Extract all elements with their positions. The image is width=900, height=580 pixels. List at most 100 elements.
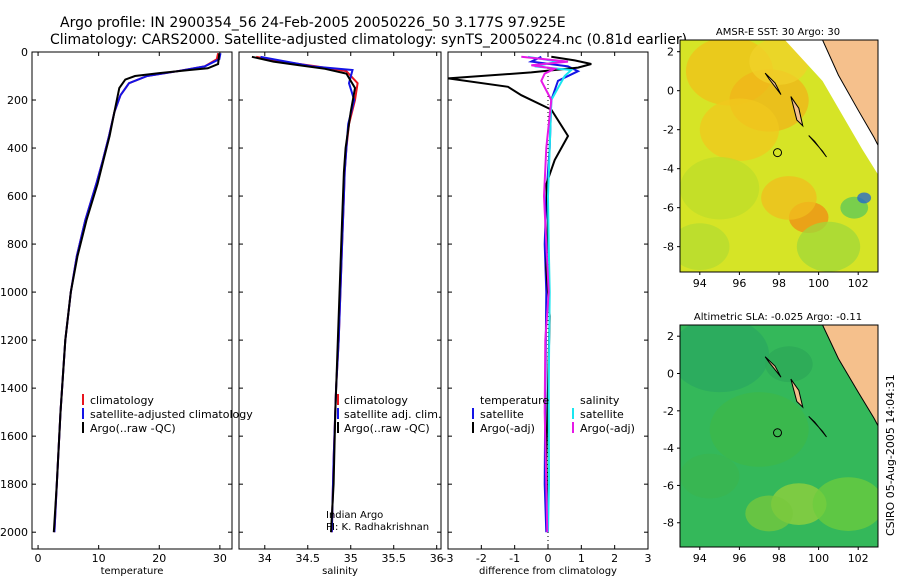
salinity-legend: climatology satellite adj. clim. Argo(..… bbox=[326, 394, 441, 533]
map-x-tick-label: 94 bbox=[693, 552, 707, 565]
y-tick-label: 400 bbox=[7, 142, 28, 155]
sla-field-patch bbox=[812, 477, 878, 531]
legend-label-satellite-adj: satellite adj. clim. bbox=[344, 408, 441, 421]
map-x-tick-label: 98 bbox=[772, 277, 786, 290]
legend-label-satellite-adjusted: satellite-adjusted climatology bbox=[90, 408, 253, 421]
y-tick-label: 1200 bbox=[0, 334, 28, 347]
y-tick-label: 1400 bbox=[0, 382, 28, 395]
legend-label-sal-satellite: satellite bbox=[580, 408, 624, 421]
series-line-argo-raw-qc bbox=[52, 53, 221, 533]
x-axis-label: salinity bbox=[322, 566, 358, 577]
x-tick-label: 36 bbox=[430, 552, 444, 565]
map-y-tick-label: 0 bbox=[667, 368, 674, 381]
island bbox=[808, 416, 827, 438]
difference-legend: temperature satellite Argo(-adj) salinit… bbox=[472, 394, 635, 435]
series-line-salinity-argo-adj bbox=[521, 55, 569, 533]
map-y-tick-label: -2 bbox=[663, 124, 674, 137]
island bbox=[764, 72, 782, 95]
x-tick-label: 35.5 bbox=[381, 552, 406, 565]
annotation-indian-argo: Indian Argo bbox=[326, 510, 383, 521]
sst-field-patch bbox=[796, 221, 861, 272]
sst-map: 94 96 98 100 102 2 0 -2 -4 -6 -8 bbox=[663, 39, 879, 290]
x-tick-label: 10 bbox=[92, 552, 106, 565]
map-y-tick-label: 2 bbox=[667, 46, 674, 59]
csiro-timestamp-label: CSIRO 05-Aug-2005 14:04:31 bbox=[884, 374, 897, 536]
sla-map-field bbox=[680, 325, 878, 547]
island bbox=[808, 135, 827, 158]
map-y-tick-label: 0 bbox=[667, 85, 674, 98]
map-x-tick-label: 94 bbox=[693, 277, 707, 290]
legend-label-climatology: climatology bbox=[344, 394, 408, 407]
map-x-tick-label: 100 bbox=[808, 277, 829, 290]
island bbox=[764, 356, 782, 378]
map-x-tick-label: 102 bbox=[848, 552, 869, 565]
y-tick-label: 2000 bbox=[0, 526, 28, 539]
map-y-tick-label: -6 bbox=[663, 479, 674, 492]
island bbox=[790, 378, 804, 409]
map-y-tick-label: -2 bbox=[663, 405, 674, 418]
x-tick-label: 3 bbox=[645, 552, 652, 565]
figure-title-line1: Argo profile: IN 2900354_56 24-Feb-2005 … bbox=[60, 15, 566, 31]
map-x-tick-label: 96 bbox=[732, 552, 746, 565]
x-axis-label: temperature bbox=[101, 566, 164, 577]
y-tick-label: 600 bbox=[7, 190, 28, 203]
y-tick-label: 800 bbox=[7, 238, 28, 251]
map-x-tick-label: 100 bbox=[808, 552, 829, 565]
sla-map-title: Altimetric SLA: -0.025 Argo: -0.11 bbox=[694, 312, 862, 323]
x-axis-label: difference from climatology bbox=[479, 566, 617, 577]
map-y-tick-label: -6 bbox=[663, 202, 674, 215]
x-tick-label: 0 bbox=[545, 552, 552, 565]
sla-field-patch bbox=[709, 392, 809, 467]
land-sumatra bbox=[822, 40, 878, 146]
legend-label-climatology: climatology bbox=[90, 394, 154, 407]
map-x-tick-label: 102 bbox=[848, 277, 869, 290]
sst-map-title: AMSR-E SST: 30 Argo: 30 bbox=[716, 27, 840, 38]
legend-title-salinity: salinity bbox=[580, 394, 620, 407]
temperature-plot-frame bbox=[31, 51, 233, 550]
sst-field-patch bbox=[857, 192, 872, 204]
sla-map: 94 96 98 100 102 2 0 -2 -4 -6 -8 bbox=[663, 324, 879, 565]
temperature-profile-panel: 0 10 20 30 temperature 0 200 400 600 800 1000 1200 1… bbox=[0, 46, 233, 577]
series-line-argo-raw-qc bbox=[251, 55, 357, 533]
map-y-tick-label: -4 bbox=[663, 442, 674, 455]
legend-label-temp-satellite: satellite bbox=[480, 408, 524, 421]
sla-field-patch bbox=[745, 495, 793, 532]
x-tick-label: 30 bbox=[213, 552, 227, 565]
sla-field-patch bbox=[680, 325, 770, 393]
legend-title-temperature: temperature bbox=[480, 394, 549, 407]
x-tick-label: 34 bbox=[258, 552, 272, 565]
map-y-tick-label: 2 bbox=[667, 330, 674, 343]
x-tick-label: -1 bbox=[509, 552, 520, 565]
land-sumatra bbox=[822, 325, 878, 426]
sst-field-patch bbox=[680, 223, 730, 271]
y-tick-label: 1800 bbox=[0, 478, 28, 491]
sla-field-patch bbox=[765, 346, 813, 383]
x-tick-label: 1 bbox=[578, 552, 585, 565]
temperature-legend: climatology satellite-adjusted climatolo… bbox=[82, 394, 253, 435]
sst-field-patch bbox=[761, 176, 817, 220]
legend-label-argo: Argo(..raw -QC) bbox=[90, 422, 176, 435]
argo-float-location-marker bbox=[773, 148, 783, 158]
x-tick-label: 34.5 bbox=[296, 552, 321, 565]
legend-label-temp-argo: Argo(-adj) bbox=[480, 422, 535, 435]
sst-field-patch bbox=[749, 40, 809, 85]
y-tick-label: 0 bbox=[21, 46, 28, 59]
argo-float-location-marker bbox=[773, 428, 783, 438]
map-y-tick-label: -8 bbox=[663, 241, 674, 254]
sla-field-patch bbox=[680, 453, 740, 499]
island bbox=[790, 96, 804, 128]
map-y-tick-label: -8 bbox=[663, 517, 674, 530]
map-x-tick-label: 96 bbox=[732, 277, 746, 290]
x-tick-label: -3 bbox=[443, 552, 454, 565]
legend-label-sal-argo: Argo(-adj) bbox=[580, 422, 635, 435]
y-tick-label: 1600 bbox=[0, 430, 28, 443]
legend-label-argo: Argo(..raw -QC) bbox=[344, 422, 430, 435]
x-tick-label: 2 bbox=[611, 552, 618, 565]
difference-profile-panel: -3 -2 -1 0 1 2 3 difference from climatology bbox=[443, 51, 652, 577]
map-y-tick-label: -4 bbox=[663, 163, 674, 176]
x-tick-label: -2 bbox=[476, 552, 487, 565]
map-x-tick-label: 98 bbox=[772, 552, 786, 565]
x-tick-label: 35 bbox=[344, 552, 358, 565]
salinity-profile-panel: 34 34.5 35 35.5 36 salinity bbox=[238, 51, 444, 577]
